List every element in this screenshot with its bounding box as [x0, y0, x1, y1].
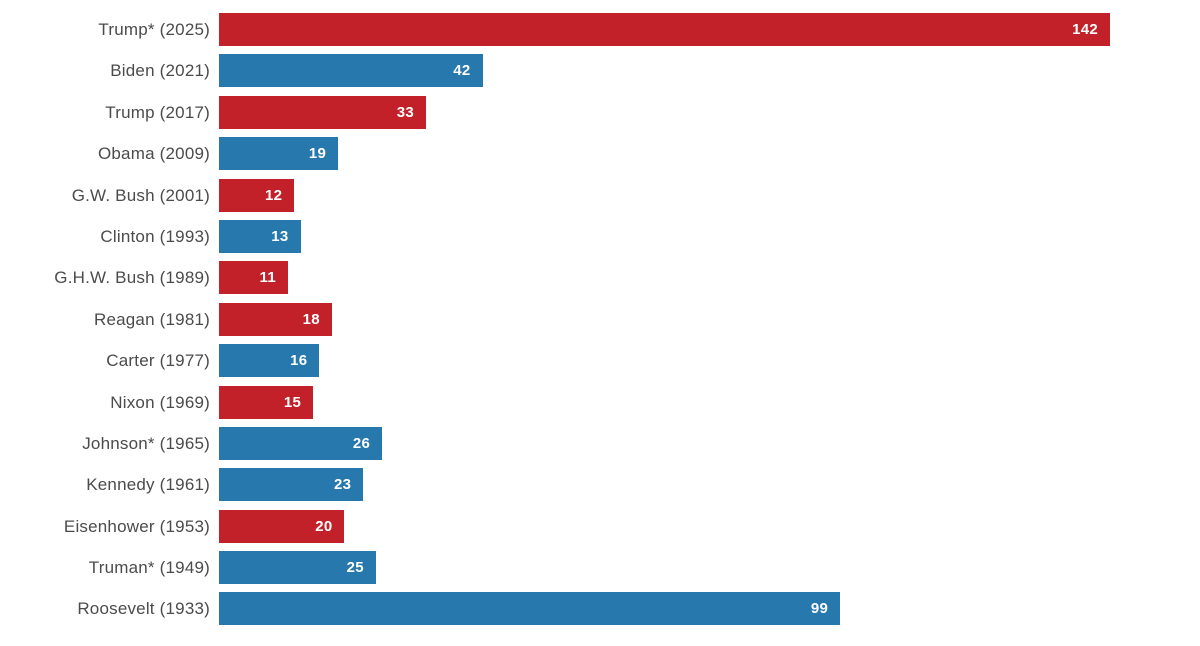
- value-label: 15: [283, 393, 302, 411]
- bar-track: 18: [219, 302, 1110, 336]
- value-label: 42: [453, 62, 471, 80]
- bar-track: 13: [219, 219, 1110, 253]
- bar: 11: [219, 261, 289, 295]
- category-label: Reagan (1981): [93, 309, 210, 329]
- category-label: Roosevelt (1933): [77, 599, 210, 619]
- category-label: G.W. Bush (2001): [71, 185, 210, 205]
- bar-row: Trump* (2025) 142: [0, 13, 1200, 46]
- bar-row: Johnson* (1965) 26: [0, 426, 1200, 460]
- value-label: 19: [308, 145, 327, 163]
- value-label: 12: [264, 186, 283, 204]
- category-label: Obama (2009): [97, 144, 210, 164]
- category-label: Clinton (1993): [100, 226, 210, 246]
- category-label: Nixon (1969): [110, 392, 210, 412]
- bar-row: G.W. Bush (2001) 12: [0, 178, 1200, 212]
- bar-track: 142: [219, 13, 1110, 46]
- bar-track: 19: [219, 137, 1110, 171]
- bar-track: 26: [219, 426, 1110, 460]
- bar-track: 20: [219, 509, 1110, 543]
- category-label: Trump* (2025): [98, 20, 210, 39]
- bar-track: 16: [219, 344, 1110, 378]
- bar: 12: [219, 178, 295, 212]
- bar: 23: [219, 468, 364, 502]
- bar: 19: [219, 137, 339, 171]
- bar: 13: [219, 219, 301, 253]
- bar-row: Nixon (1969) 15: [0, 385, 1200, 419]
- bar-track: 25: [219, 551, 1110, 585]
- bar: 26: [219, 426, 383, 460]
- value-label: 16: [290, 352, 308, 370]
- bar: 99: [219, 592, 841, 626]
- bar-track: 23: [219, 468, 1110, 502]
- value-label: 18: [302, 310, 320, 328]
- bar-track: 99: [219, 592, 1110, 626]
- category-label: G.H.W. Bush (1989): [54, 268, 210, 288]
- bar-row: Kennedy (1961) 23: [0, 468, 1200, 502]
- value-label: 11: [259, 269, 277, 287]
- value-label: 23: [334, 476, 352, 494]
- value-label: 33: [396, 103, 415, 121]
- bar: 16: [219, 344, 320, 378]
- bar-track: 33: [219, 95, 1110, 129]
- bar-row: Reagan (1981) 18: [0, 302, 1200, 336]
- bar-track: 12: [219, 178, 1110, 212]
- category-label: Eisenhower (1953): [63, 516, 210, 536]
- bar-track: 42: [219, 54, 1110, 88]
- bar-row: Carter (1977) 16: [0, 344, 1200, 378]
- bar-row: Roosevelt (1933) 99: [0, 592, 1200, 626]
- value-label: 26: [352, 434, 371, 452]
- bar-row: Truman* (1949) 25: [0, 551, 1200, 585]
- bar-row: Biden (2021) 42: [0, 54, 1200, 88]
- bar: 15: [219, 385, 314, 419]
- bar-row: Clinton (1993) 13: [0, 219, 1200, 253]
- value-label: 142: [1072, 21, 1098, 38]
- category-label: Trump (2017): [105, 102, 210, 122]
- bar-row: G.H.W. Bush (1989) 11: [0, 261, 1200, 295]
- value-label: 25: [346, 559, 364, 577]
- category-label: Biden (2021): [110, 61, 210, 81]
- bar-row: Eisenhower (1953) 20: [0, 509, 1200, 543]
- bar-track: 11: [219, 261, 1110, 295]
- bar-track: 15: [219, 385, 1110, 419]
- bar: 20: [219, 509, 345, 543]
- bar-row: Trump (2017) 33: [0, 95, 1200, 129]
- value-label: 99: [810, 600, 829, 618]
- category-label: Truman* (1949): [88, 558, 210, 578]
- category-label: Kennedy (1961): [86, 475, 210, 495]
- value-label: 20: [315, 517, 333, 535]
- category-label: Johnson* (1965): [82, 433, 210, 453]
- value-label: 13: [271, 227, 289, 245]
- bar: 25: [219, 551, 376, 585]
- bar-row: Obama (2009) 19: [0, 137, 1200, 171]
- bar: 142: [219, 13, 1110, 46]
- bar: 42: [219, 54, 483, 88]
- bar-rows: Trump* (2025) 142 Biden (2021) 42 Trump …: [0, 13, 1200, 626]
- category-label: Carter (1977): [106, 351, 210, 371]
- bar: 18: [219, 302, 332, 336]
- bar: 33: [219, 95, 427, 129]
